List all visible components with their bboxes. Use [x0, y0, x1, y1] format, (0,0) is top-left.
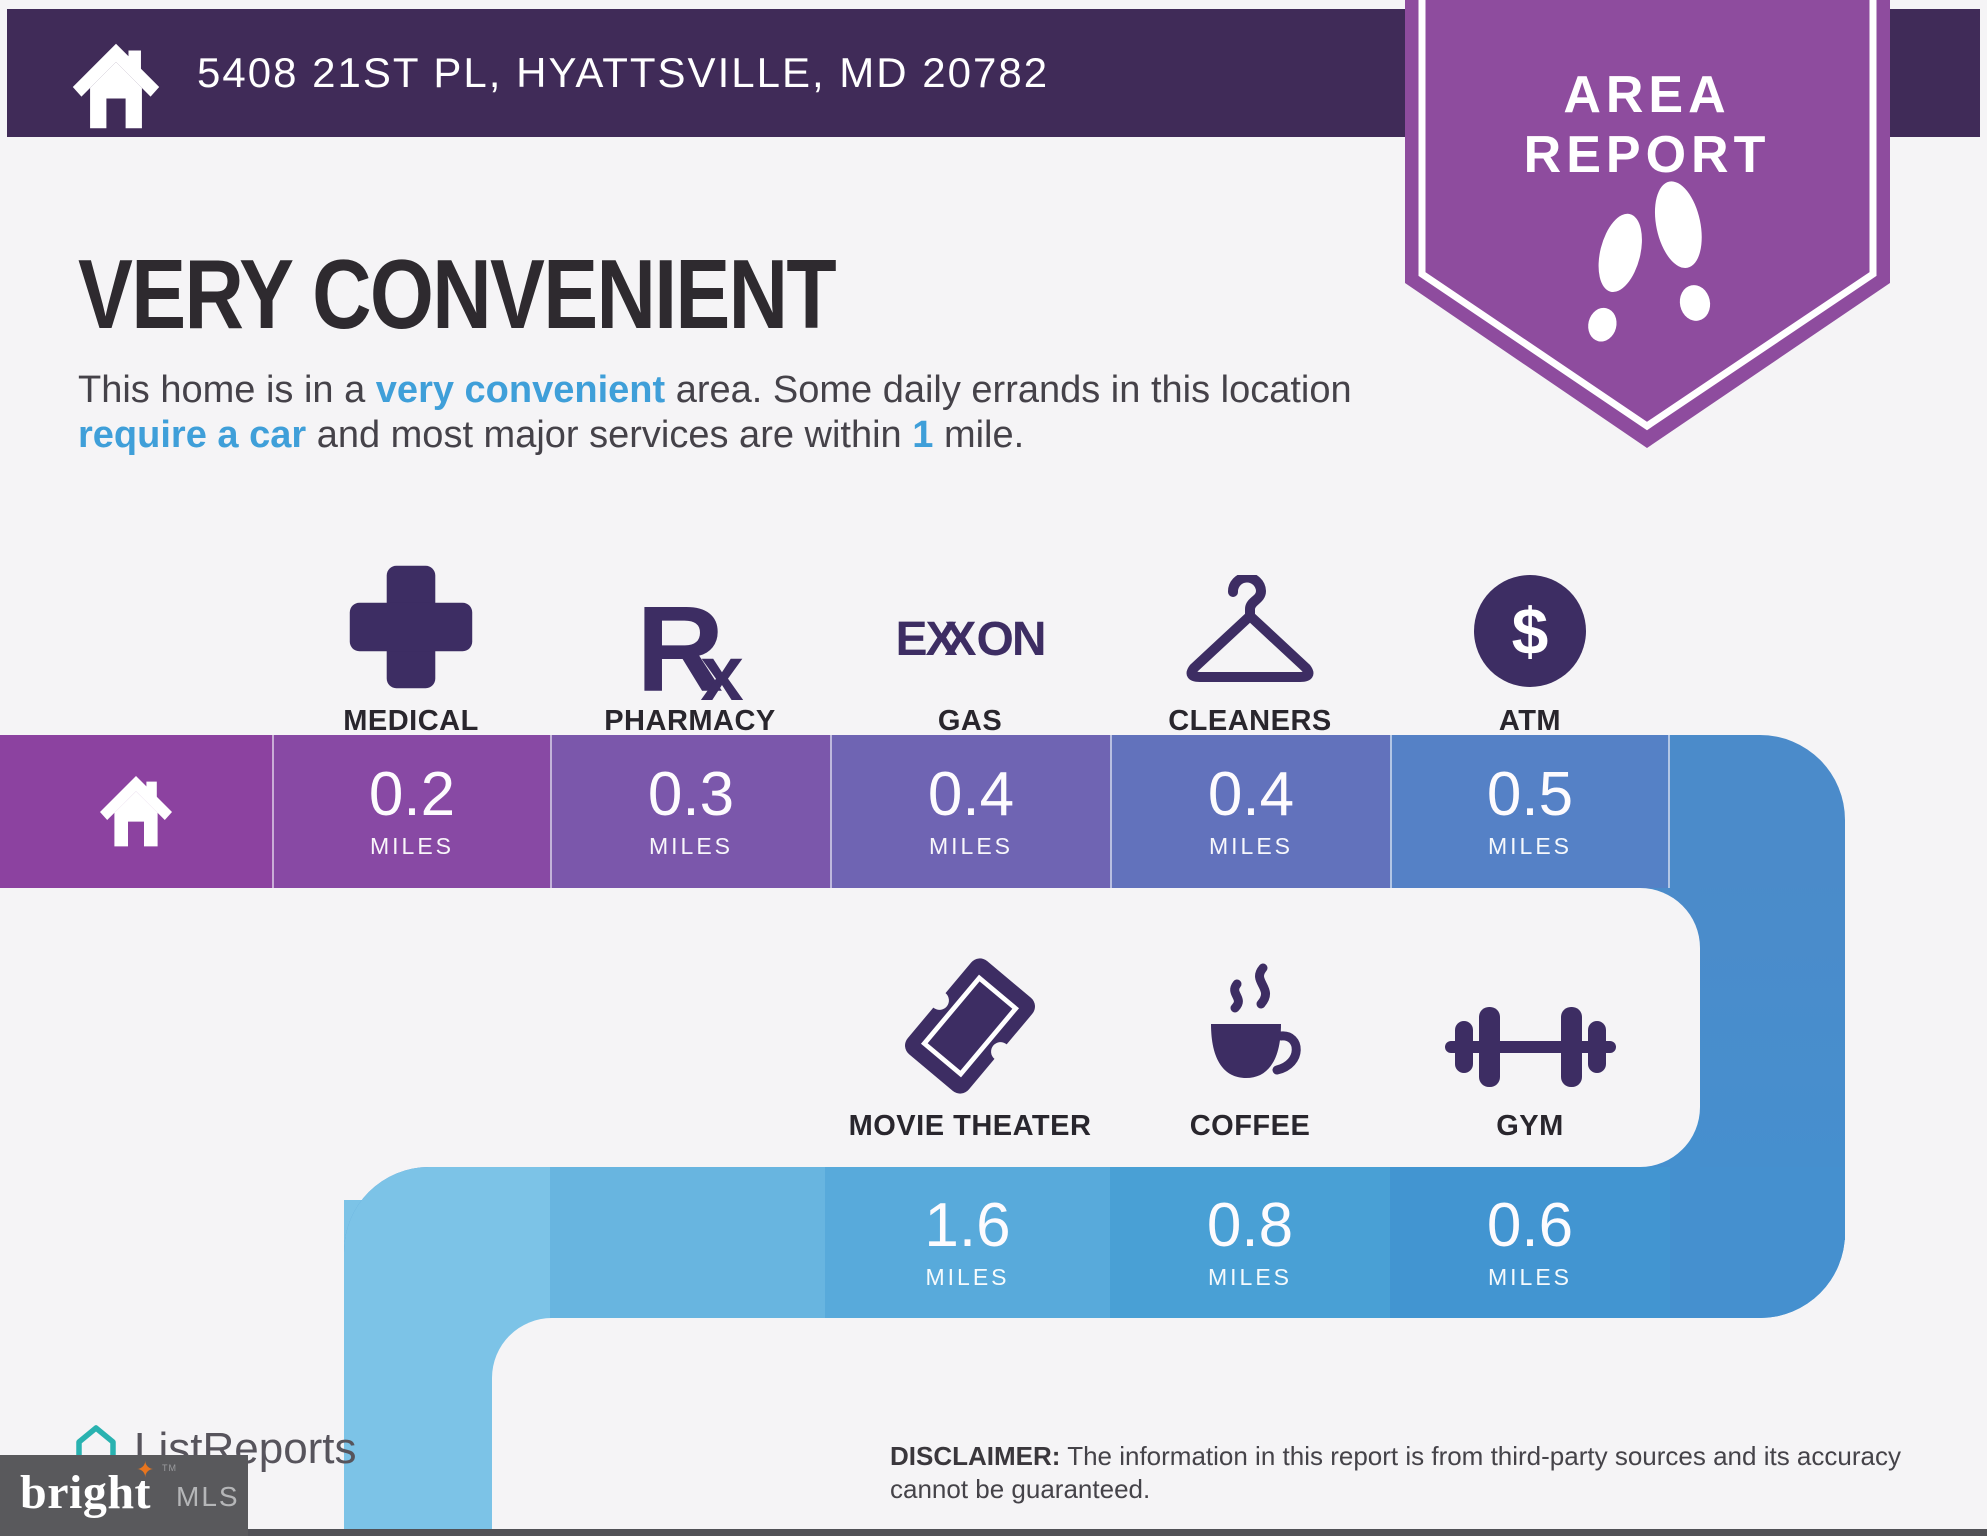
amenity-atm: $ ATM [1390, 545, 1670, 738]
badge-line2: REPORT [1524, 126, 1771, 184]
band-empty-cell [344, 1167, 550, 1318]
badge-line1: AREA [1563, 66, 1730, 124]
band-inner-corner [1640, 1107, 1700, 1167]
distance-value: 0.3 [647, 759, 735, 829]
distance-value: 0.2 [368, 759, 456, 829]
band-inner-corner [492, 1318, 552, 1378]
property-address: 5408 21ST PL, HYATTSVILLE, MD 20782 [197, 49, 1050, 96]
trademark-label: TM [162, 1463, 177, 1473]
home-icon [72, 43, 160, 129]
distance-cell-coffee: 0.8 MILES [1110, 1167, 1390, 1318]
bright-mls-logo: bright ✦ TM MLS [0, 1455, 248, 1536]
distance-band-row1: 0.2 MILES 0.3 MILES 0.4 MILES 0.4 MILES … [0, 735, 1845, 888]
distance-cell-movie-theater: 1.6 MILES [825, 1167, 1110, 1318]
intro-text: mile. [933, 414, 1025, 456]
amenity-label: COFFEE [1189, 1110, 1311, 1142]
distance-value: 0.6 [1486, 1190, 1574, 1260]
distance-unit: MILES [928, 832, 1014, 859]
amenity-label: GAS [937, 705, 1003, 737]
distance-unit: MILES [925, 1263, 1010, 1290]
distance-cell-atm: 0.5 MILES [1390, 735, 1670, 888]
intro-text: area. Some daily errands in this locatio… [665, 369, 1352, 411]
distance-unit: MILES [1487, 832, 1573, 859]
amenity-label: PHARMACY [604, 705, 776, 737]
disclaimer-label: DISCLAIMER: [890, 1441, 1061, 1471]
band-empty-cell [550, 1167, 825, 1318]
bright-wordmark: bright [20, 1466, 152, 1519]
intro-highlight-mile: 1 [912, 414, 934, 456]
distance-cell-gas: 0.4 MILES [830, 735, 1110, 888]
dumbbell-icon [1444, 1007, 1616, 1087]
amenity-label: MEDICAL [343, 705, 479, 737]
distance-value: 1.6 [924, 1190, 1011, 1260]
disclaimer-text: DISCLAIMER: The information in this repo… [890, 1441, 1901, 1504]
amenity-gym: GYM [1390, 950, 1670, 1143]
badge-ribbon-shape [1405, 0, 1890, 448]
intro-text: and most major services are within [306, 414, 913, 456]
distance-value: 0.8 [1206, 1190, 1294, 1260]
distance-cell-medical: 0.2 MILES [272, 735, 550, 888]
amenity-label: GYM [1496, 1110, 1564, 1142]
amenity-label: MOVIE THEATER [848, 1110, 1092, 1142]
exxon-logo-icon: EXX ON [895, 613, 1046, 666]
ticket-icon [905, 958, 1035, 1094]
amenity-label: ATM [1498, 705, 1562, 737]
distance-value: 0.4 [927, 759, 1015, 829]
distance-value: 0.4 [1207, 759, 1295, 829]
distance-unit: MILES [648, 832, 734, 859]
band-inner-corner [1640, 888, 1700, 948]
home-icon [100, 775, 172, 846]
distance-unit: MILES [1207, 1263, 1293, 1290]
dollar-circle-icon: $ [1474, 575, 1586, 687]
intro-highlight-convenient: very convenient [375, 369, 666, 411]
amenity-label: CLEANERS [1168, 705, 1332, 737]
amenity-cleaners: CLEANERS [1110, 545, 1390, 738]
intro-highlight-car: require a car [78, 414, 307, 456]
distance-unit: MILES [1208, 832, 1294, 859]
band-home-cell [0, 735, 272, 888]
distance-value: 0.5 [1486, 759, 1574, 829]
mls-label: MLS [176, 1481, 240, 1512]
intro-paragraph: This home is in a very convenient area. … [78, 368, 1433, 458]
amenity-movie-theater: MOVIE THEATER [830, 950, 1110, 1143]
distance-cell-pharmacy: 0.3 MILES [550, 735, 830, 888]
medical-cross-icon [349, 565, 473, 689]
area-report-badge: AREA REPORT [1405, 0, 1890, 448]
distance-unit: MILES [1487, 1263, 1573, 1290]
amenity-medical: MEDICAL [271, 545, 551, 738]
intro-text: This home is in a [78, 369, 376, 411]
coffee-cup-icon [1211, 963, 1301, 1078]
sparkle-icon: ✦ [136, 1457, 155, 1482]
hanger-icon [1186, 575, 1314, 682]
distance-cell-cleaners: 0.4 MILES [1110, 735, 1390, 888]
bottom-border-strip [0, 1529, 1987, 1536]
distance-unit: MILES [369, 832, 455, 859]
distance-cell-gym: 0.6 MILES [1390, 1167, 1670, 1318]
page-title: VERY CONVENIENT [78, 239, 837, 349]
amenity-gas: EXX ON GAS [830, 545, 1110, 738]
amenity-coffee: COFFEE [1110, 950, 1390, 1143]
distance-band-row2: 1.6 MILES 0.8 MILES 0.6 MILES [344, 1167, 1845, 1318]
band-tail-cell [1670, 1167, 1845, 1318]
footprints-icon [1588, 181, 1711, 342]
